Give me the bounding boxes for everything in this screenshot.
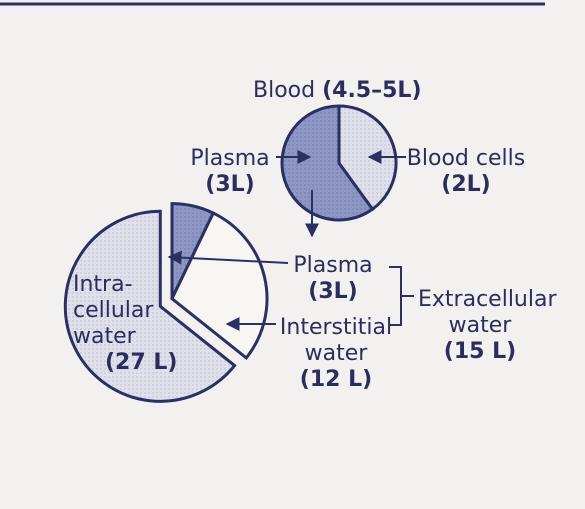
large-plasma-arrow [167,250,289,265]
small-plasma-text: Plasma [190,146,270,171]
blood-plasma-slice [280,104,375,222]
extracellular-volume: (15 L) [443,339,517,364]
intracellular-text-1: Intra- [73,272,133,297]
intracellular-volume: (27 L) [105,350,178,375]
interstitial-text: Interstitial [279,315,393,340]
blood-title: Blood (4.5–5L) [253,78,422,104]
blood-volume: (4.5–5L) [322,78,422,103]
extracellular-bracket [389,266,414,326]
large-plasma-volume: (3L) [308,279,358,304]
interstitial-label: Interstitial water (12 L) [278,315,394,393]
blood-label: Blood [253,78,316,103]
body-water-pie-chart [63,202,269,403]
interstitial-volume: (12 L) [299,367,373,392]
extracellular-label: Extracellular water (15 L) [418,287,557,365]
large-plasma-label: Plasma (3L) [288,253,378,305]
small-plasma-volume: (3L) [205,172,255,197]
blood-pie-chart [280,104,398,222]
interstitial-water-slice [170,211,269,361]
extracellular-text-2: water [448,313,512,338]
large-plasma-text: Plasma [293,253,373,278]
intracellular-text-3: water [73,324,136,349]
extracellular-text: Extracellular [418,287,557,312]
blood-cells-text: Blood cells [406,146,526,171]
small-plasma-label: Plasma (3L) [186,146,274,198]
blood-cells-label: Blood cells (2L) [406,146,526,198]
intracellular-water-slice [63,209,237,403]
interstitial-text-2: water [304,341,368,366]
intracellular-text-2: cellular [73,298,154,323]
blood-cells-slice [337,104,398,212]
intracellular-label: Intra-cellular water (27 L) [73,272,177,376]
blood-cells-volume: (2L) [441,172,491,197]
